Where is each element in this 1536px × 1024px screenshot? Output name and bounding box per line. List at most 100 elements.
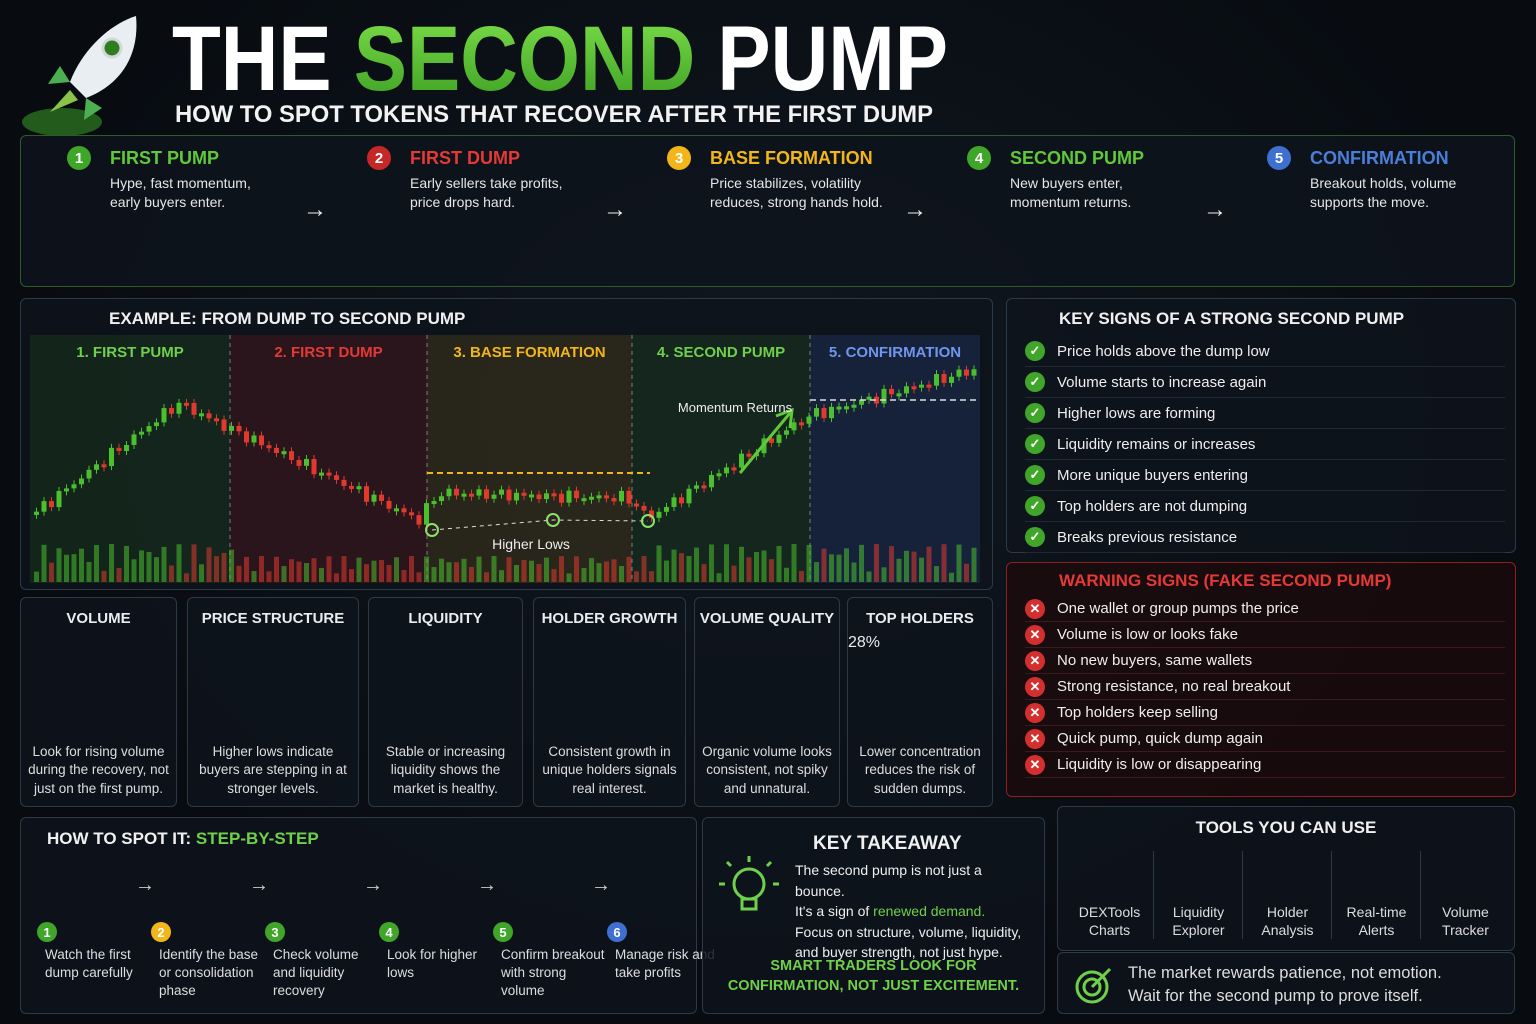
stage-number: 5 bbox=[1267, 146, 1291, 170]
candle bbox=[904, 386, 909, 394]
stage-text: Price stabilizes, volatility reduces, st… bbox=[710, 175, 883, 210]
phase-band bbox=[30, 335, 230, 583]
takeaway-line: It's a sign of bbox=[795, 903, 870, 919]
candle bbox=[859, 399, 864, 405]
volume-bar bbox=[799, 571, 804, 582]
volume-bar bbox=[761, 550, 767, 582]
volume-bar bbox=[551, 569, 557, 582]
candle bbox=[694, 485, 699, 489]
tools-title: TOOLS YOU CAN USE bbox=[1195, 818, 1377, 837]
warning-title: WARNING SIGNS (FAKE SECOND PUMP) bbox=[1059, 571, 1392, 590]
candle bbox=[671, 497, 677, 508]
takeaway-line: Focus on structure, volume, liquidity, a… bbox=[795, 923, 1022, 961]
candle bbox=[124, 444, 129, 451]
volume-bar bbox=[881, 567, 887, 582]
candle bbox=[626, 490, 632, 504]
candle bbox=[686, 488, 692, 504]
phase-band bbox=[230, 335, 427, 583]
volume-bar bbox=[431, 567, 437, 582]
shape bbox=[719, 856, 779, 886]
volume-bar bbox=[139, 550, 144, 582]
sign-text: More unique buyers entering bbox=[1057, 466, 1248, 484]
arrow: → bbox=[903, 196, 927, 223]
candle bbox=[94, 464, 99, 470]
volume-bar bbox=[731, 565, 737, 582]
candle bbox=[844, 406, 849, 410]
candle bbox=[184, 402, 189, 406]
candle bbox=[386, 500, 392, 509]
candle bbox=[911, 386, 917, 390]
title-end: PUMP bbox=[717, 8, 948, 110]
phase-label: 2. FIRST DUMP bbox=[274, 344, 382, 361]
step-text: Look for higher lows bbox=[387, 947, 478, 980]
volume-bar bbox=[671, 549, 677, 582]
stage-title: CONFIRMATION bbox=[1310, 148, 1449, 168]
phase-label: 3. BASE FORMATION bbox=[453, 344, 605, 361]
momentum-arrow bbox=[738, 407, 794, 474]
candle bbox=[176, 402, 182, 414]
shape: The market rewards patience, not emotion… bbox=[1128, 962, 1442, 1008]
volume-bar bbox=[514, 565, 519, 582]
tool-label: DEXTools Charts bbox=[1078, 904, 1141, 938]
candle bbox=[814, 408, 819, 417]
candle bbox=[266, 445, 272, 449]
candle bbox=[641, 505, 647, 511]
tools-panel: TOOLS YOU CAN USE DEXTools Charts Liquidi… bbox=[1057, 806, 1515, 951]
shape bbox=[740, 897, 758, 911]
step-number: 5 bbox=[493, 922, 513, 942]
volume-bar bbox=[229, 549, 234, 582]
volume-bar bbox=[926, 546, 932, 582]
shape bbox=[70, 16, 137, 98]
candle bbox=[956, 369, 962, 377]
volume-bar bbox=[889, 546, 894, 582]
metric-text: Consistent growth in unique holders sign… bbox=[542, 743, 677, 796]
volume-bar bbox=[686, 556, 692, 582]
volume-bar bbox=[664, 560, 669, 582]
volume-bar bbox=[589, 558, 594, 582]
phase-band bbox=[632, 335, 810, 583]
volume-bar bbox=[356, 557, 362, 582]
stage-text: Early sellers take profits, price drops … bbox=[410, 175, 563, 210]
check-icon: ✓ bbox=[1025, 434, 1045, 454]
shape: It's a sign of renewed demand. bbox=[795, 901, 1035, 922]
volume-bar bbox=[491, 556, 497, 582]
stage-text: Breakout holds, volume supports the move… bbox=[1310, 175, 1457, 210]
candle bbox=[319, 472, 324, 476]
example-title: EXAMPLE: FROM DUMP TO SECOND PUMP bbox=[109, 309, 466, 328]
candle bbox=[199, 413, 204, 417]
step-text: Confirm breakout with strong volume bbox=[501, 947, 605, 998]
candle bbox=[566, 490, 572, 503]
sign-text: One wallet or group pumps the price bbox=[1057, 600, 1299, 617]
x-icon: ✕ bbox=[1025, 702, 1045, 723]
arrow: → bbox=[477, 874, 497, 896]
metric-title: PRICE STRUCTURE bbox=[201, 610, 345, 627]
candle bbox=[446, 488, 452, 497]
check-icon: ✓ bbox=[1025, 496, 1045, 516]
arrow: → bbox=[591, 874, 611, 896]
volume-bar bbox=[581, 568, 587, 582]
candle bbox=[236, 425, 242, 432]
candle bbox=[739, 453, 744, 468]
arrow: → bbox=[603, 196, 627, 223]
warning-sign: ✕ Strong resistance, no real breakout bbox=[1025, 674, 1505, 700]
sign-text: Liquidity is low or disappearing bbox=[1057, 756, 1262, 773]
volume-bar bbox=[439, 558, 444, 582]
volume-bar bbox=[454, 562, 459, 582]
candle bbox=[304, 458, 309, 466]
candle bbox=[394, 508, 399, 512]
quote-line: The market rewards patience, not emotion… bbox=[1128, 964, 1442, 982]
candle bbox=[596, 495, 602, 499]
volume-bar bbox=[341, 556, 347, 582]
step-number: 4 bbox=[379, 922, 399, 942]
volume-bar bbox=[296, 561, 302, 582]
candle bbox=[64, 488, 69, 492]
volume-bar bbox=[304, 563, 309, 582]
momentum-label: Momentum Returns bbox=[678, 400, 793, 415]
candle bbox=[454, 488, 459, 496]
candle bbox=[919, 384, 924, 388]
takeaway-footer: SMART TRADERS LOOK FOR CONFIRMATION, NOT… bbox=[727, 958, 1020, 994]
step-text: Identify the base or consolidation phase bbox=[159, 947, 259, 998]
volume-bar bbox=[274, 556, 279, 582]
steps-title-highlight: STEP-BY-STEP bbox=[195, 829, 319, 848]
